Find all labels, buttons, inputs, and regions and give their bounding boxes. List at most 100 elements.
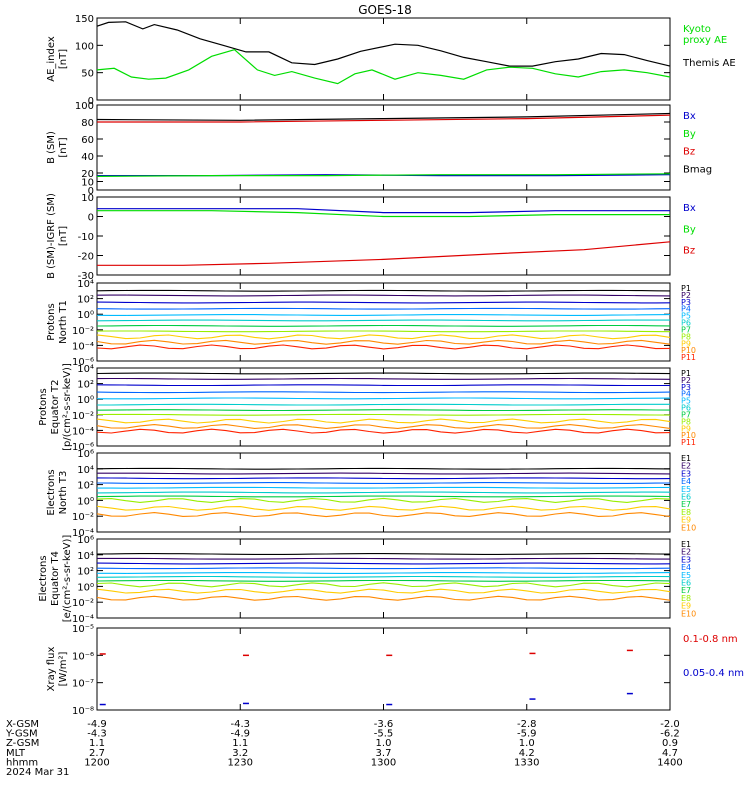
legend-channel: E3 (681, 469, 691, 478)
x-value: 0.9 (662, 738, 678, 749)
legend-channel: P10 (681, 346, 696, 355)
legend-channel: E1 (681, 454, 691, 463)
x-value: 4.7 (662, 748, 678, 759)
y-tick-label: -10 (78, 232, 94, 243)
y-tick-label: 20 (81, 169, 94, 180)
legend-entry: Bmag (683, 164, 712, 175)
channel-line (96, 384, 670, 387)
y-axis-label: AE_index (46, 36, 57, 82)
series-line (96, 49, 671, 85)
y-tick-label: 10² (77, 295, 94, 306)
y-tick-label: 10⁻⁴ (72, 528, 94, 539)
legend-entry: Bx (683, 203, 696, 214)
x-value: -4.3 (87, 729, 107, 740)
legend-channel: P7 (681, 325, 691, 334)
legend-channel: P7 (681, 410, 691, 419)
y-tick-label: 40 (81, 152, 94, 163)
channel-line (96, 418, 671, 424)
series-line (97, 241, 671, 266)
channel-line (96, 294, 671, 297)
legend-channel: P5 (681, 397, 691, 406)
channel-line (96, 397, 671, 400)
y-axis-label: Electrons (38, 555, 49, 601)
x-value: 1.1 (232, 738, 248, 749)
legend-channel: E7 (681, 586, 691, 595)
y-axis-label: Protons (38, 388, 49, 425)
channel-line (97, 486, 671, 489)
y-tick-label: 60 (81, 135, 94, 146)
channel-line (96, 409, 671, 412)
y-axis-label: [nT] (58, 137, 69, 157)
legend-channel: P9 (681, 339, 691, 348)
y-tick-label: 10⁻² (72, 326, 94, 337)
y-tick-label: 10⁴ (77, 465, 94, 476)
legend-entry: Themis AE (682, 58, 736, 69)
channel-line (96, 477, 671, 480)
x-value: -3.6 (374, 719, 394, 730)
legend-entry: By (683, 224, 696, 235)
series-line (96, 173, 671, 177)
legend-channel: P6 (681, 319, 691, 328)
legend-channel: P2 (681, 376, 691, 385)
channel-line (96, 575, 671, 578)
legend-channel: P11 (681, 353, 696, 362)
channel-line (96, 497, 671, 503)
y-tick-label: 10⁶ (77, 449, 94, 460)
legend-channel: P4 (681, 390, 691, 399)
y-tick-label: 80 (81, 118, 94, 129)
x-value: -5.9 (517, 729, 537, 740)
x-value: 1.0 (376, 738, 392, 749)
x-value: -2.0 (660, 719, 680, 730)
channel-line (96, 424, 671, 429)
figure-title: GOES-18 (358, 3, 412, 17)
y-axis-label: [nT] (58, 49, 69, 69)
legend-channel: E10 (681, 523, 696, 532)
y-tick-label: 10⁻² (72, 411, 94, 422)
y-axis-label: North T3 (58, 471, 69, 515)
channel-line (97, 472, 671, 475)
channel-line (96, 413, 671, 416)
x-row-label: Z-GSM (6, 738, 39, 749)
legend-channel: P10 (681, 431, 696, 440)
x-row-label: hhmm (6, 757, 38, 768)
channel-line (96, 334, 671, 340)
x-value: 3.7 (376, 748, 392, 759)
y-tick-label: 10² (77, 567, 94, 578)
series-line (97, 210, 670, 218)
legend-channel: E1 (681, 540, 691, 549)
y-tick-label: 10⁻⁵ (72, 624, 94, 635)
x-value: 3.2 (232, 748, 248, 759)
legend-channel: P3 (681, 383, 691, 392)
channel-line (96, 482, 671, 484)
y-axis-label: [nT] (58, 226, 69, 246)
legend-entry: 0.05-0.4 nm (683, 668, 744, 679)
legend-channel: P1 (681, 369, 691, 378)
x-value: 1200 (84, 757, 109, 768)
y-tick-label: 50 (81, 69, 94, 80)
legend-channel: E2 (681, 462, 691, 471)
x-value: -4.9 (87, 719, 107, 730)
panel-xray: 10⁻⁵ 10⁻⁶ 10⁻⁷ 10⁻⁸ Xray flux [W/m²] 0.1-0.8 n… (46, 624, 744, 717)
y-tick-label: -20 (78, 252, 94, 263)
x-row-label: 2024 Mar 31 (6, 767, 69, 778)
legend-channel: P1 (681, 284, 691, 293)
panel-frame (96, 627, 671, 711)
y-axis-label: North T1 (58, 300, 69, 344)
channel-line (96, 377, 671, 380)
y-tick-label: 0 (88, 186, 94, 197)
legend-channel: E6 (681, 493, 691, 502)
y-tick-label: 10⁴ (77, 551, 94, 562)
y-axis-label: Equator T4 (50, 551, 61, 606)
legend-channel: E5 (681, 485, 691, 494)
legend-channel: P6 (681, 404, 691, 413)
y-tick-label: 10⁻² (72, 512, 94, 523)
legend-channel: E7 (681, 500, 691, 509)
y-tick-label: 10⁶ (77, 535, 94, 546)
legend-entry: Bz (683, 246, 695, 257)
legend-channel: P2 (681, 291, 691, 300)
channel-line (97, 557, 670, 560)
legend-channel: E6 (681, 579, 691, 588)
